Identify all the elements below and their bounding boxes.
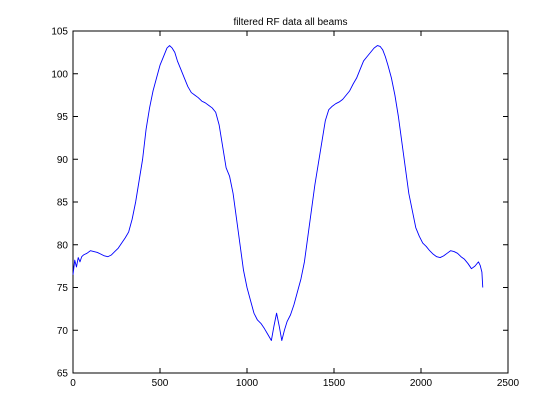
x-tick-label: 2000 <box>410 378 433 389</box>
axes-box <box>72 30 509 374</box>
y-tick-label: 80 <box>57 240 69 251</box>
y-tick-label: 105 <box>51 27 68 38</box>
y-tick-label: 100 <box>51 69 68 80</box>
x-tick-label: 0 <box>70 378 76 389</box>
chart-title: filtered RF data all beams <box>234 17 348 28</box>
y-tick-label: 75 <box>57 283 69 294</box>
x-tick-label: 500 <box>152 378 169 389</box>
y-tick-label: 70 <box>57 326 69 337</box>
x-tick-label: 1000 <box>236 378 259 389</box>
plot-area <box>72 30 509 374</box>
ticks-layer: 0 500 1000 1500 2000 2500 65 70 75 80 85 90 95 100 105 <box>51 27 519 390</box>
series-line-0 <box>72 45 484 341</box>
y-tick-label: 85 <box>57 198 69 209</box>
x-tick-label: 2500 <box>497 378 520 389</box>
x-tick-label: 1500 <box>323 378 346 389</box>
y-tick-label: 65 <box>57 369 69 380</box>
y-tick-label: 95 <box>57 112 69 123</box>
y-tick-label: 90 <box>57 155 69 166</box>
